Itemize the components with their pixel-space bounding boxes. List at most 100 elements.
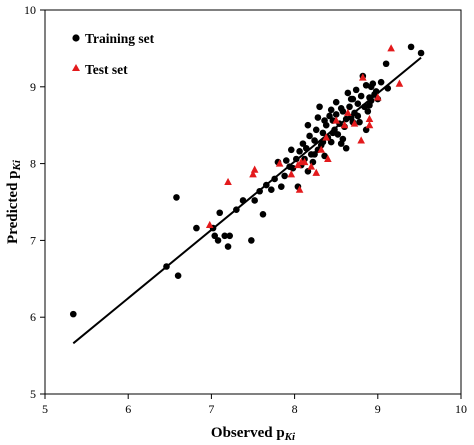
legend-test-marker xyxy=(72,64,80,71)
test-point xyxy=(312,168,321,176)
training-point xyxy=(302,144,310,152)
training-point xyxy=(311,151,318,158)
training-point xyxy=(292,155,300,163)
training-point xyxy=(321,152,328,160)
test-point xyxy=(295,185,304,193)
training-point xyxy=(334,131,342,138)
training-point xyxy=(282,157,290,164)
y-tick-label: 7 xyxy=(30,233,36,247)
training-point xyxy=(361,103,368,111)
training-point xyxy=(287,146,295,154)
test-point xyxy=(224,177,232,186)
test-point xyxy=(307,162,316,170)
training-point xyxy=(356,118,363,126)
training-point xyxy=(69,310,77,318)
y-tick-label: 9 xyxy=(30,80,36,94)
x-tick-label: 7 xyxy=(208,402,214,416)
x-tick-label: 5 xyxy=(42,402,48,416)
training-point xyxy=(367,83,375,91)
test-point xyxy=(365,114,374,123)
training-point xyxy=(364,108,372,115)
training-point xyxy=(304,121,312,129)
training-point xyxy=(251,197,258,204)
training-point xyxy=(319,129,327,137)
x-axis-title: Observed pKi xyxy=(211,425,296,443)
x-axis-title-main: Observed p xyxy=(211,425,285,441)
training-point xyxy=(306,132,313,140)
training-point xyxy=(263,181,270,189)
training-point xyxy=(346,103,353,111)
test-point xyxy=(332,116,340,124)
test-point xyxy=(387,44,395,52)
training-point xyxy=(174,272,182,280)
test-point xyxy=(344,108,352,116)
x-tick-label: 6 xyxy=(125,402,131,416)
y-axis-title-main: Predicted p xyxy=(5,170,21,243)
training-point xyxy=(417,49,425,57)
test-point xyxy=(322,133,331,141)
test-point xyxy=(275,159,284,167)
training-point xyxy=(327,106,335,114)
test-point xyxy=(359,73,367,81)
training-point xyxy=(326,112,333,120)
training-point xyxy=(281,172,288,180)
training-point xyxy=(173,194,180,201)
training-point xyxy=(384,85,392,92)
training-point xyxy=(362,81,370,89)
training-point xyxy=(382,60,390,68)
training-point xyxy=(357,92,365,100)
training-point xyxy=(354,112,362,120)
training-point xyxy=(193,224,200,232)
training-point xyxy=(268,186,275,194)
plot-frame xyxy=(44,9,462,395)
test-point xyxy=(350,119,359,127)
training-point xyxy=(248,237,255,244)
training-point xyxy=(239,197,247,204)
training-point xyxy=(271,175,278,183)
training-point xyxy=(337,105,345,112)
test-point xyxy=(365,121,374,129)
training-point xyxy=(296,148,303,155)
test-point xyxy=(287,170,296,178)
training-point xyxy=(321,117,328,124)
y-axis-ticks: 5 6 7 8 9 10 xyxy=(24,3,45,401)
training-point xyxy=(372,88,380,95)
training-point xyxy=(377,78,385,86)
x-axis-ticks: 5 6 7 8 9 10 xyxy=(42,394,467,416)
training-point xyxy=(352,86,360,94)
training-point xyxy=(342,144,350,152)
training-point xyxy=(407,43,415,51)
training-point xyxy=(289,164,297,172)
x-tick-label: 9 xyxy=(375,402,381,416)
training-point xyxy=(332,111,340,118)
training-point xyxy=(311,137,318,144)
x-tick-label: 10 xyxy=(455,402,467,416)
y-tick-label: 6 xyxy=(30,310,36,324)
training-point xyxy=(216,209,224,217)
test-point xyxy=(324,154,332,162)
training-point xyxy=(233,206,240,213)
legend-training-marker xyxy=(72,34,80,42)
training-point xyxy=(256,187,263,195)
y-tick-label: 5 xyxy=(30,387,36,401)
test-point xyxy=(300,157,309,166)
training-point xyxy=(347,95,355,103)
training-point xyxy=(354,100,362,107)
training-point xyxy=(221,232,229,240)
training-point xyxy=(329,129,337,137)
training-point xyxy=(332,98,340,106)
test-point xyxy=(395,79,404,87)
test-point xyxy=(249,170,257,178)
test-point xyxy=(250,165,259,173)
test-point xyxy=(340,121,349,129)
y-tick-label: 10 xyxy=(24,3,36,17)
test-point xyxy=(205,220,214,229)
legend-test-label: Test set xyxy=(85,62,128,77)
training-point xyxy=(314,114,322,121)
training-point xyxy=(366,101,373,109)
training-point xyxy=(312,126,320,134)
training-set-points xyxy=(69,43,425,318)
training-point xyxy=(339,135,347,143)
test-point xyxy=(317,145,326,153)
